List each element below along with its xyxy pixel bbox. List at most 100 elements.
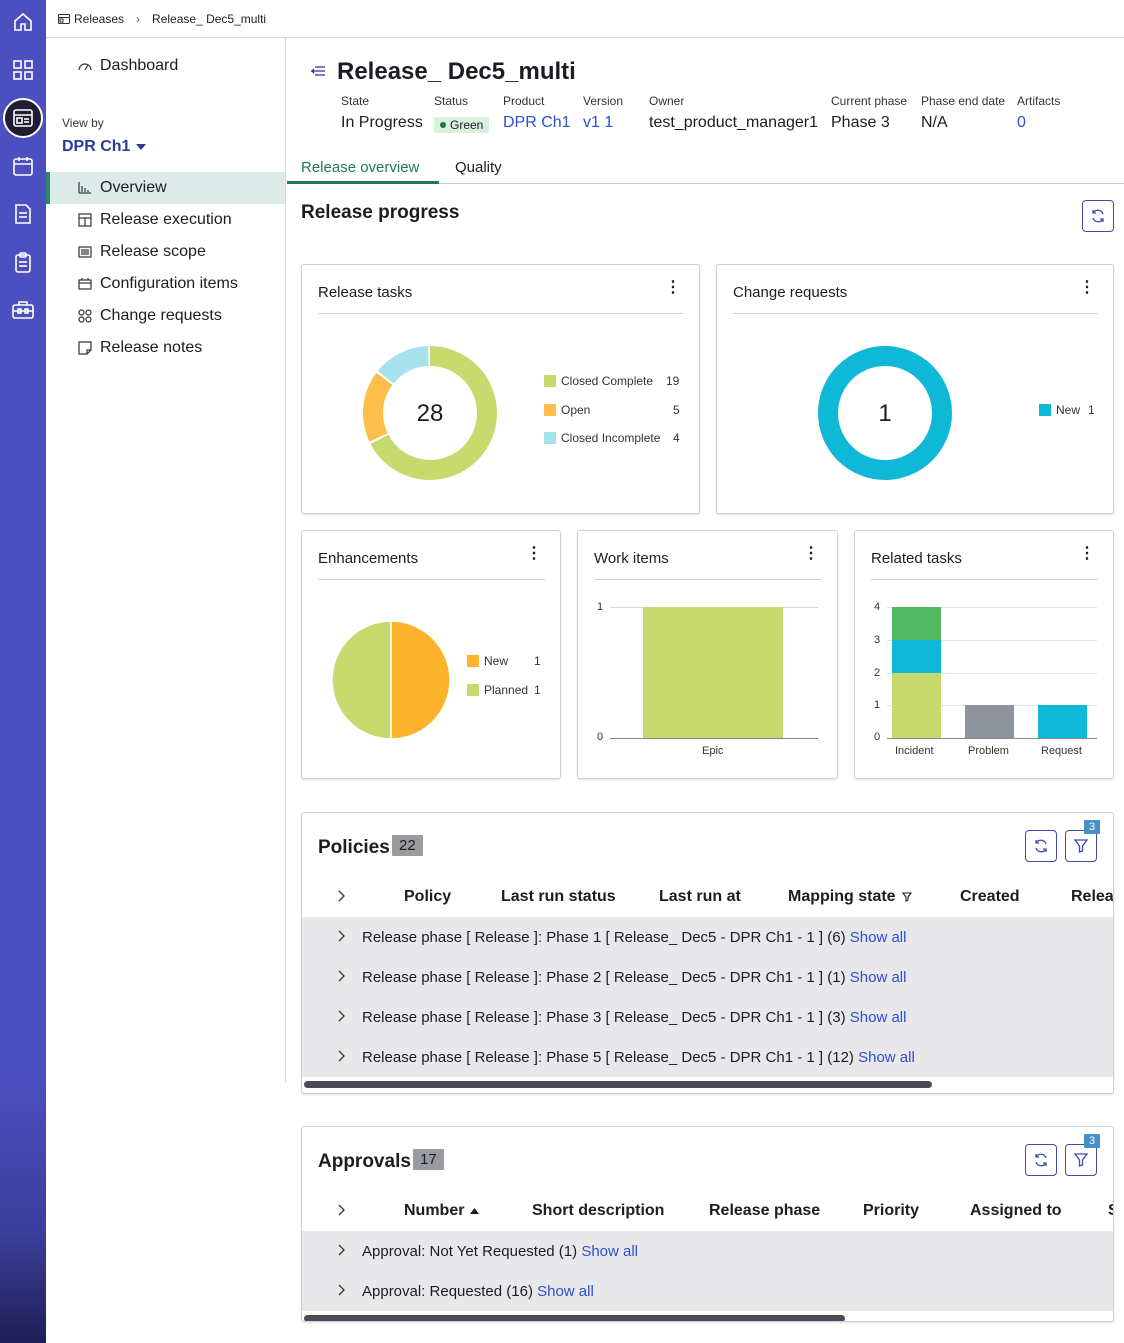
col-created[interactable]: Created: [960, 888, 1020, 905]
col-priority[interactable]: Priority: [863, 1202, 920, 1219]
phase-label: Current phase: [831, 94, 908, 108]
view-by-dropdown[interactable]: DPR Ch1: [62, 138, 147, 156]
show-all-link[interactable]: Show all: [849, 928, 907, 946]
note-icon: [78, 341, 92, 355]
layout-icon: [78, 213, 92, 227]
bar-incident-segment-1[interactable]: [892, 639, 941, 673]
horizontal-scrollbar[interactable]: [304, 1315, 845, 1321]
breadcrumb-releases[interactable]: Releases: [58, 12, 124, 26]
releases-icon[interactable]: [3, 98, 43, 138]
col-release[interactable]: Releas: [1071, 888, 1114, 905]
artifacts-link[interactable]: 0: [1017, 114, 1026, 131]
table-row[interactable]: Release phase [ Release ]: Phase 1 [ Rel…: [302, 917, 1113, 957]
version-link[interactable]: v1 1: [583, 114, 614, 131]
col-policy[interactable]: Policy: [404, 888, 452, 905]
sidebar-item-release-notes[interactable]: Release notes: [46, 332, 285, 364]
state-value: In Progress: [341, 114, 423, 131]
col-s[interactable]: S: [1108, 1202, 1113, 1220]
policies-refresh-button[interactable]: [1025, 830, 1057, 862]
col-release-phase[interactable]: Release phase: [709, 1202, 821, 1219]
change-requests-donut: 1: [818, 346, 952, 480]
table-row[interactable]: Release phase [ Release ]: Phase 5 [ Rel…: [302, 1037, 1113, 1077]
collapse-sidebar-icon[interactable]: [311, 66, 325, 76]
show-all-link[interactable]: Show all: [581, 1242, 639, 1260]
col-assigned-to[interactable]: Assigned to: [970, 1202, 1062, 1219]
col-short-description[interactable]: Short description: [532, 1202, 665, 1219]
donut-slice-closed-complete[interactable]: [363, 346, 497, 480]
refresh-icon: [1035, 839, 1047, 853]
document-icon[interactable]: [9, 200, 37, 228]
sidebar-item-release-scope[interactable]: Release scope: [46, 236, 285, 268]
table-row[interactable]: Approval: Requested (16) Show all: [302, 1271, 1113, 1311]
expand-chevron-icon[interactable]: [338, 1244, 346, 1256]
show-all-link[interactable]: Show all: [858, 1048, 915, 1066]
more-options-icon[interactable]: ⋮: [1079, 279, 1095, 296]
tab-quality[interactable]: Quality: [455, 159, 502, 176]
approvals-filter-button[interactable]: [1065, 1144, 1097, 1176]
sidebar-item-release-execution[interactable]: Release execution: [46, 204, 285, 236]
more-options-icon[interactable]: ⋮: [803, 545, 819, 562]
legend-closed-complete[interactable]: Closed Complete: [544, 374, 653, 388]
version-label: Version: [583, 94, 624, 108]
expand-chevron-icon[interactable]: [338, 1284, 346, 1296]
legend-open[interactable]: Open: [544, 403, 590, 417]
owner-value: test_product_manager1: [649, 114, 818, 131]
expand-chevron-icon[interactable]: [338, 970, 346, 982]
legend-new[interactable]: New: [1039, 403, 1080, 417]
bar-request-segment-0[interactable]: [1038, 705, 1087, 738]
legend-new[interactable]: New: [467, 654, 508, 668]
table-row[interactable]: Release phase [ Release ]: Phase 3 [ Rel…: [302, 997, 1113, 1037]
sidebar-dashboard[interactable]: Dashboard: [46, 50, 285, 82]
bar-problem-segment-0[interactable]: [965, 705, 1014, 738]
main-content: Release_ Dec5_multi State In Progress St…: [287, 38, 1124, 1343]
show-all-link[interactable]: Show all: [849, 968, 907, 986]
y-tick-2: 2: [874, 667, 881, 679]
col-mapping-state[interactable]: Mapping state: [788, 888, 912, 906]
expand-chevron-icon[interactable]: [338, 1050, 346, 1062]
bar-incident-segment-0[interactable]: [892, 672, 941, 738]
bar-epic[interactable]: [643, 607, 783, 738]
x-tick-incident: Incident: [895, 745, 934, 757]
grid-icon[interactable]: [9, 56, 37, 84]
table-row[interactable]: Release phase [ Release ]: Phase 2 [ Rel…: [302, 957, 1113, 997]
divider: [318, 313, 683, 314]
product-link[interactable]: DPR Ch1: [503, 114, 571, 131]
table-row[interactable]: Approval: Not Yet Requested (1) Show all: [302, 1231, 1113, 1271]
state-label: State: [341, 94, 370, 108]
tab-release-overview[interactable]: Release overview: [301, 159, 420, 176]
col-number[interactable]: Number: [404, 1202, 480, 1220]
sidebar-item-configuration-items[interactable]: Configuration items: [46, 268, 285, 300]
caret-down-icon: [136, 144, 147, 150]
clipboard-icon[interactable]: [9, 248, 37, 276]
more-options-icon[interactable]: ⋮: [1079, 545, 1095, 562]
x-axis: [610, 738, 818, 739]
show-all-link[interactable]: Show all: [849, 1008, 907, 1026]
policies-filter-button[interactable]: [1065, 830, 1097, 862]
home-icon[interactable]: [9, 8, 37, 36]
sidebar-item-change-requests[interactable]: Change requests: [46, 300, 285, 332]
change-requests-card: Change requests ⋮ 1 New 1: [716, 264, 1114, 514]
col-last-run-at[interactable]: Last run at: [659, 888, 741, 905]
legend-planned[interactable]: Planned: [467, 683, 528, 697]
toolbox-icon[interactable]: [9, 296, 37, 324]
bar-incident-segment-2[interactable]: [892, 607, 941, 640]
col-last-run-status[interactable]: Last run status: [501, 888, 616, 905]
approvals-refresh-button[interactable]: [1025, 1144, 1057, 1176]
expand-chevron-icon[interactable]: [338, 1010, 346, 1022]
app-rail: [0, 0, 46, 1343]
divider: [318, 579, 545, 580]
expand-chevron-icon[interactable]: [338, 930, 346, 942]
horizontal-scrollbar[interactable]: [304, 1081, 932, 1088]
column-filter-icon[interactable]: [901, 892, 912, 902]
donut-slice-open[interactable]: [363, 346, 497, 480]
show-all-link[interactable]: Show all: [537, 1282, 594, 1300]
sort-ascending-icon[interactable]: [470, 1208, 480, 1214]
more-options-icon[interactable]: ⋮: [665, 279, 681, 296]
more-options-icon[interactable]: ⋮: [526, 545, 542, 562]
refresh-button[interactable]: [1082, 200, 1114, 232]
expand-all-chevron-icon[interactable]: [338, 890, 346, 902]
sidebar-item-overview[interactable]: Overview: [46, 172, 285, 204]
legend-closed-incomplete[interactable]: Closed Incomplete: [544, 431, 660, 445]
calendar-icon[interactable]: [9, 152, 37, 180]
expand-all-chevron-icon[interactable]: [338, 1204, 346, 1216]
